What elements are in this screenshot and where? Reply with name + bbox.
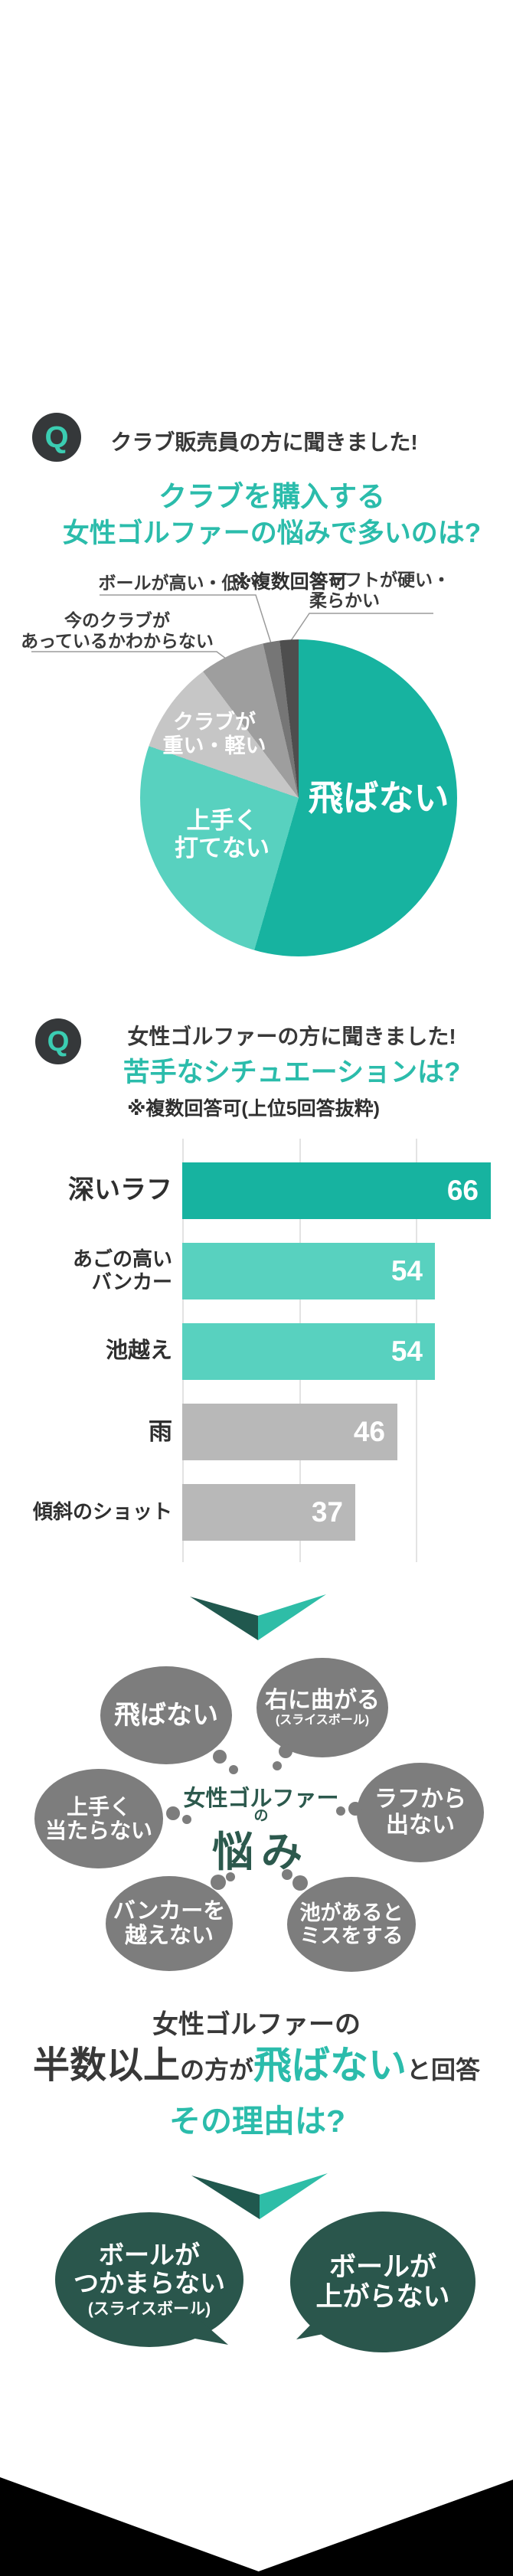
bar-label-1: あごの高い バンカー xyxy=(72,1247,172,1293)
bar-value-2: 54 xyxy=(390,1335,423,1367)
q1-heading: クラブ販売員の方に聞きました! xyxy=(110,430,418,454)
pie-label-club-fit: 今のクラブが あっているかわからない xyxy=(21,610,214,652)
chevron-left-wing xyxy=(191,2176,260,2219)
bubble-slice-right-text: 右に曲がる xyxy=(265,1688,380,1714)
bubble-no-fly-text: 飛ばない xyxy=(114,1700,218,1730)
tail-dot xyxy=(273,1761,282,1770)
cluster-center-line1: 女性ゴルファー xyxy=(183,1787,339,1811)
tail-dot xyxy=(166,1806,180,1820)
q2-badge: Q xyxy=(35,1018,81,1064)
q2-note: ※複数回答可(上位5回答抜粋) xyxy=(127,1098,380,1120)
bubble-cant-hit-text: 上手く 当たらない xyxy=(44,1794,152,1842)
bar-label-2: 池越え xyxy=(105,1339,172,1364)
answer-bubble-no-lift: ボールが 上がらない xyxy=(290,2212,475,2352)
bar-label-0: 深いラフ xyxy=(68,1175,172,1205)
bubble-cant-hit: 上手く 当たらない xyxy=(34,1769,163,1868)
bar-label-4: 傾斜のショット xyxy=(32,1500,172,1524)
bubble-no-fly: 飛ばない xyxy=(100,1666,232,1764)
pie-slice-label-no-fly: 飛ばない xyxy=(308,778,449,818)
cluster-center-line2: の xyxy=(253,1808,269,1824)
conclusion-line2: 半数以上 の方が 飛ばない と回答 xyxy=(0,2042,513,2084)
leader-line-club-fit xyxy=(31,651,236,666)
conclusion-big1: 半数以上 xyxy=(32,2045,180,2086)
pie-chart xyxy=(140,639,457,956)
bubble-pond-text: 池があると ミスをする xyxy=(299,1901,404,1947)
bar-1 xyxy=(182,1243,435,1299)
leader-line-ball xyxy=(100,594,272,644)
bottom-band xyxy=(0,2470,513,2576)
bubble-slice-right: 右に曲がる (スライスボール) xyxy=(256,1658,388,1757)
conclusion-teal: 飛ばない xyxy=(253,2044,407,2087)
q1-badge: Q xyxy=(32,413,81,462)
tail-dot xyxy=(213,1750,227,1764)
bubble-rough: ラフから 出ない xyxy=(357,1763,484,1862)
answer-no-lift-text: ボールが 上がらない xyxy=(315,2251,450,2312)
conclusion-line1: 女性ゴルファーの xyxy=(152,2010,361,2039)
chevron-down-icon xyxy=(191,2173,328,2219)
cluster-center-line3: 悩み xyxy=(212,1829,310,1875)
tail-dot xyxy=(282,1869,292,1880)
pie-label-shaft: シャフトが硬い・ 柔らかい xyxy=(309,570,450,611)
tail-dot xyxy=(229,1765,238,1774)
bubble-pond: 池があると ミスをする xyxy=(287,1877,416,1972)
tail-dot xyxy=(292,1875,308,1891)
bar-3 xyxy=(182,1404,397,1460)
bubble-bunker-text: バンカーを 越えない xyxy=(113,1898,226,1948)
chevron-right-wing xyxy=(260,2173,328,2219)
conclusion-question: その理由は? xyxy=(168,2104,346,2139)
q2-heading: 女性ゴルファーの方に聞きました! xyxy=(127,1025,456,1048)
pie-label-ball-height: ボールが高い・低い xyxy=(98,573,257,593)
bubble-slice-right-sub: (スライスボール) xyxy=(275,1713,370,1727)
tail-dot xyxy=(336,1806,345,1816)
bar-chart: 深いラフ 66 あごの高い バンカー 54 池越え 54 雨 46 傾斜のショッ… xyxy=(0,1139,513,1562)
bar-0 xyxy=(182,1162,491,1219)
pie-slice-label-heavy: クラブが 重い・軽い xyxy=(162,711,266,758)
answer-bubble-slice: ボールが つかまらない (スライスボール) xyxy=(55,2212,243,2347)
conclusion-small1: の方が xyxy=(179,2056,253,2084)
q1-note: ※複数回答可 xyxy=(233,571,348,593)
answer-bubble-slice-tail xyxy=(170,2313,228,2345)
q1-title-line1: クラブを購入する xyxy=(158,481,385,512)
bar-4 xyxy=(182,1484,355,1541)
bar-value-0: 66 xyxy=(446,1175,479,1206)
answer-slice-text: ボールが つかまらない xyxy=(74,2240,225,2297)
tail-dot xyxy=(182,1815,191,1824)
bar-2 xyxy=(182,1323,435,1380)
chevron-left-wing xyxy=(190,1597,258,1640)
q2-badge-letter: Q xyxy=(47,1025,70,1057)
chevron-down-icon xyxy=(190,1594,326,1640)
tail-dot xyxy=(279,1744,292,1758)
leader-line-shaft xyxy=(289,613,433,642)
bar-value-3: 46 xyxy=(353,1416,385,1447)
bar-label-3: 雨 xyxy=(149,1418,172,1446)
chevron-right-wing xyxy=(258,1594,326,1640)
tail-dot xyxy=(348,1802,362,1816)
bar-value-1: 54 xyxy=(390,1255,423,1286)
bottom-v-shape xyxy=(0,2470,513,2572)
q1-badge-letter: Q xyxy=(44,420,69,454)
bubble-rough-text: ラフから 出ない xyxy=(374,1787,466,1838)
answer-bubble-no-lift-tail xyxy=(296,2310,346,2339)
bubble-bunker: バンカーを 越えない xyxy=(106,1876,233,1971)
bar-value-4: 37 xyxy=(311,1496,343,1528)
pie-slice-label-cant-hit: 上手く 打てない xyxy=(175,807,270,861)
answer-slice-sub: (スライスボール) xyxy=(87,2300,211,2318)
tail-dot xyxy=(226,1872,235,1881)
q2-title: 苦手なシチュエーションは? xyxy=(123,1058,461,1087)
q1-title-line2: 女性ゴルファーの悩みで多いのは? xyxy=(62,518,482,548)
tail-dot xyxy=(211,1875,226,1890)
conclusion-small2: と回答 xyxy=(407,2056,481,2084)
